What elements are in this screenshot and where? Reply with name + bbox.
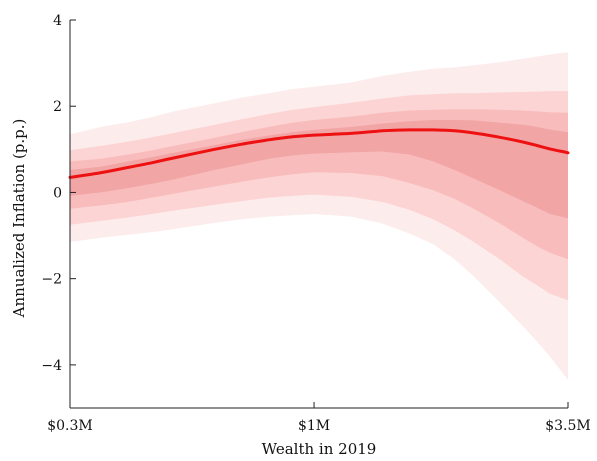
- y-ticks: −4 −2 0 2 4: [41, 13, 76, 374]
- estimate-lines: [68, 128, 570, 179]
- y-tick-label: 2: [53, 99, 62, 115]
- x-axis-title: Wealth in 2019: [262, 440, 377, 458]
- y-tick-label: −4: [41, 358, 62, 374]
- y-axis-title: Annualized Inflation (p.p.): [10, 119, 28, 319]
- confidence-bands: [70, 52, 568, 381]
- x-tick-label: $0.3M: [47, 418, 93, 434]
- y-tick-label: 0: [53, 185, 62, 201]
- estimate-line-1: [68, 128, 570, 179]
- x-ticks: $0.3M $1M $3.5M: [47, 402, 591, 434]
- y-tick-label: 4: [53, 13, 62, 29]
- x-tick-label: $3.5M: [545, 418, 591, 434]
- x-tick-label: $1M: [298, 418, 330, 434]
- axes: [69, 20, 568, 409]
- confidence-band-4: [70, 120, 568, 219]
- y-tick-label: −2: [41, 272, 62, 288]
